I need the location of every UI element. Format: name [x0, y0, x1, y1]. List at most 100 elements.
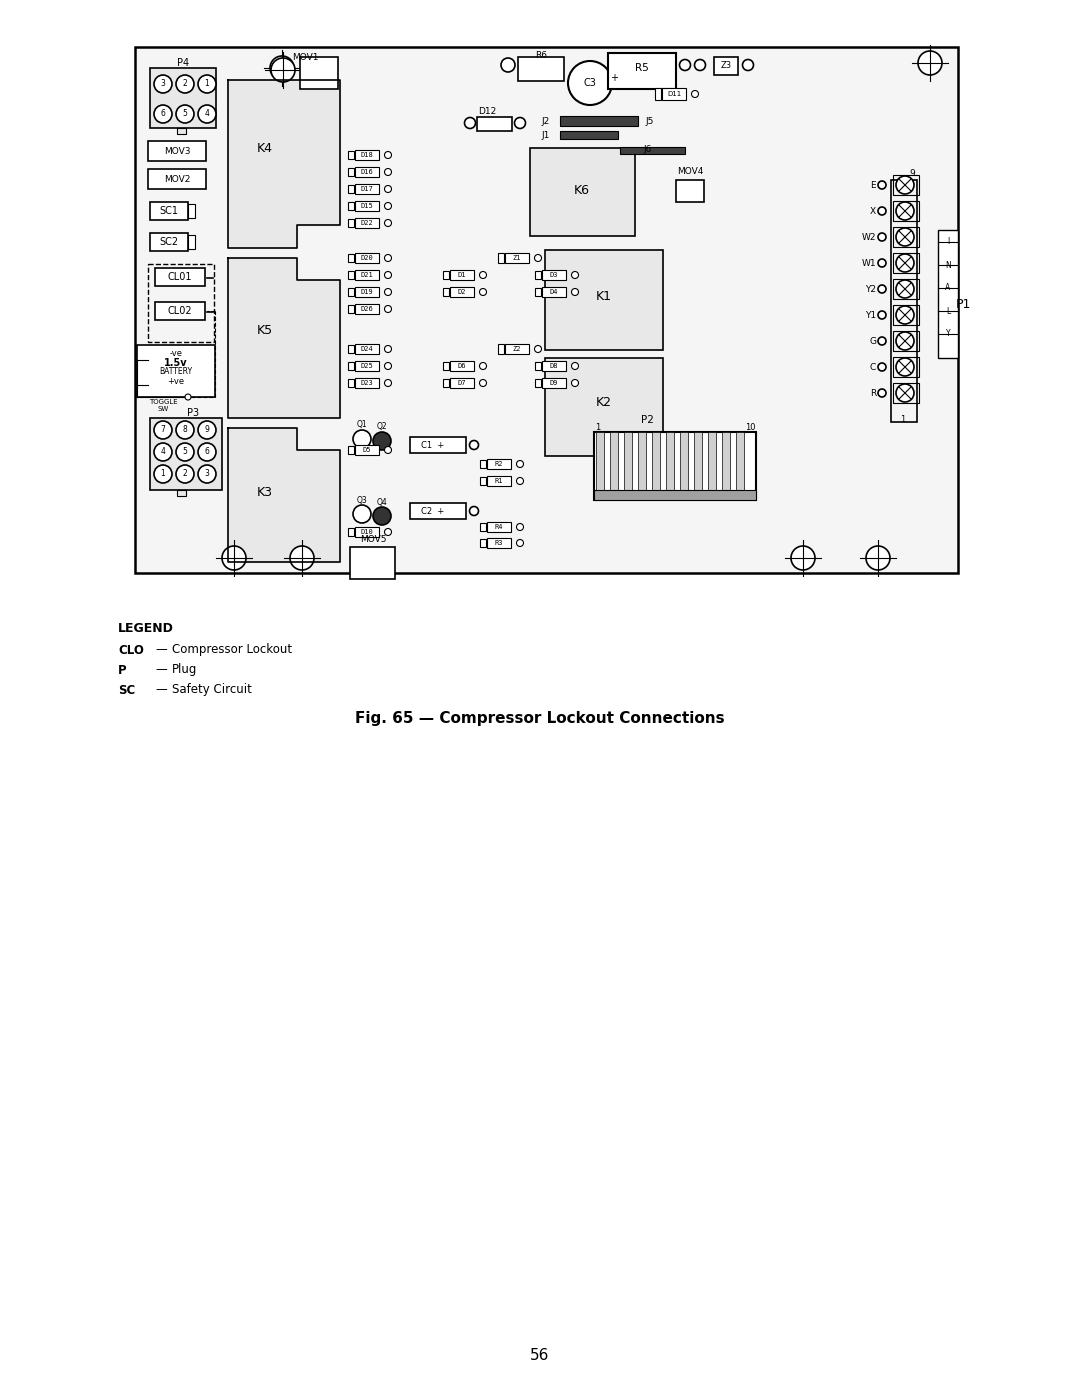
Text: R2: R2 [495, 461, 503, 467]
Polygon shape [228, 427, 340, 562]
Circle shape [353, 430, 372, 448]
Bar [662, 88, 686, 101]
Text: Safety Circuit: Safety Circuit [172, 683, 252, 697]
Bar [450, 360, 474, 372]
Text: Q1: Q1 [356, 420, 367, 429]
Circle shape [878, 207, 886, 215]
Bar [480, 460, 486, 468]
Text: Y1: Y1 [865, 310, 876, 320]
Bar [545, 250, 663, 351]
Circle shape [222, 546, 246, 570]
Circle shape [743, 60, 754, 70]
Bar [676, 180, 704, 203]
Circle shape [535, 254, 541, 261]
Text: D18: D18 [361, 152, 374, 158]
Text: P3: P3 [187, 408, 199, 418]
Text: J2: J2 [542, 116, 550, 126]
Text: D7: D7 [458, 380, 467, 386]
Text: Z3: Z3 [720, 61, 731, 70]
Text: 7: 7 [161, 426, 165, 434]
Text: Y2: Y2 [865, 285, 876, 293]
Bar [348, 219, 354, 226]
Text: D1: D1 [458, 272, 467, 278]
Bar [542, 270, 566, 279]
Text: R6: R6 [535, 52, 546, 60]
Text: 1: 1 [901, 415, 906, 423]
Circle shape [198, 465, 216, 483]
Text: L: L [946, 306, 950, 316]
Circle shape [501, 59, 515, 73]
Bar [530, 148, 635, 236]
Circle shape [271, 59, 295, 82]
Text: A: A [945, 284, 950, 292]
Bar [893, 383, 919, 402]
Bar [893, 279, 919, 299]
Bar [480, 539, 486, 548]
Text: R5: R5 [635, 63, 649, 73]
Text: CL02: CL02 [167, 306, 192, 316]
Circle shape [384, 289, 391, 296]
Circle shape [516, 461, 524, 468]
Circle shape [878, 233, 886, 242]
Bar [348, 203, 354, 210]
Circle shape [353, 504, 372, 522]
Text: D4: D4 [550, 289, 558, 295]
Text: D5: D5 [363, 447, 372, 453]
Text: E: E [870, 180, 876, 190]
Circle shape [896, 228, 914, 246]
Circle shape [154, 420, 172, 439]
Bar [355, 218, 379, 228]
Text: N: N [945, 260, 950, 270]
Text: D20: D20 [361, 256, 374, 261]
Circle shape [878, 182, 886, 189]
Bar [150, 203, 188, 219]
Bar [348, 379, 354, 387]
Text: P: P [118, 664, 126, 676]
Bar [893, 305, 919, 326]
Bar [355, 305, 379, 314]
Text: Compressor Lockout: Compressor Lockout [172, 644, 292, 657]
Circle shape [571, 271, 579, 278]
Circle shape [878, 363, 886, 372]
Circle shape [384, 345, 391, 352]
Bar [939, 231, 958, 358]
Text: LEGEND: LEGEND [118, 622, 174, 636]
Bar [542, 379, 566, 388]
Text: K4: K4 [257, 141, 273, 155]
Bar [355, 344, 379, 353]
Circle shape [384, 447, 391, 454]
Circle shape [470, 440, 478, 450]
Text: 6: 6 [161, 109, 165, 119]
Bar [148, 264, 214, 342]
Circle shape [198, 443, 216, 461]
Circle shape [516, 524, 524, 531]
Bar [620, 147, 685, 154]
Circle shape [384, 169, 391, 176]
Bar [410, 437, 465, 453]
Bar [355, 286, 379, 298]
Text: Y: Y [946, 330, 950, 338]
Bar [535, 362, 541, 370]
Circle shape [185, 394, 191, 400]
Bar [348, 168, 354, 176]
Circle shape [154, 443, 172, 461]
Circle shape [514, 117, 526, 129]
Text: D12: D12 [477, 108, 496, 116]
Text: Z2: Z2 [513, 346, 522, 352]
Bar [150, 68, 216, 129]
Circle shape [198, 105, 216, 123]
Bar [348, 345, 354, 353]
Circle shape [691, 91, 699, 98]
Circle shape [384, 528, 391, 535]
Text: -ve: -ve [170, 348, 183, 358]
Bar [300, 57, 338, 89]
Bar [348, 305, 354, 313]
Circle shape [878, 388, 886, 397]
Text: C3: C3 [583, 78, 596, 88]
Bar [477, 117, 512, 131]
Bar [891, 180, 917, 422]
Bar [666, 432, 674, 500]
Bar [694, 432, 702, 500]
Bar [350, 548, 395, 578]
Circle shape [480, 289, 486, 296]
